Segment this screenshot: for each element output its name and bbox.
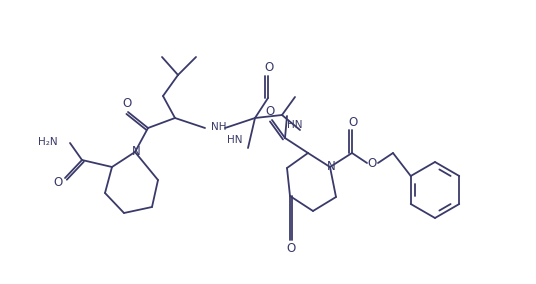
Text: HN: HN	[287, 120, 302, 130]
Text: O: O	[122, 97, 132, 110]
Text: O: O	[286, 241, 296, 254]
Text: O: O	[265, 105, 274, 118]
Text: O: O	[264, 60, 273, 74]
Text: N: N	[326, 160, 336, 172]
Text: O: O	[54, 176, 63, 189]
Text: N: N	[132, 145, 140, 158]
Text: HN: HN	[227, 135, 243, 145]
Text: H₂N: H₂N	[39, 137, 58, 147]
Text: NH: NH	[211, 122, 227, 132]
Text: O: O	[348, 116, 358, 128]
Text: O: O	[367, 156, 377, 170]
